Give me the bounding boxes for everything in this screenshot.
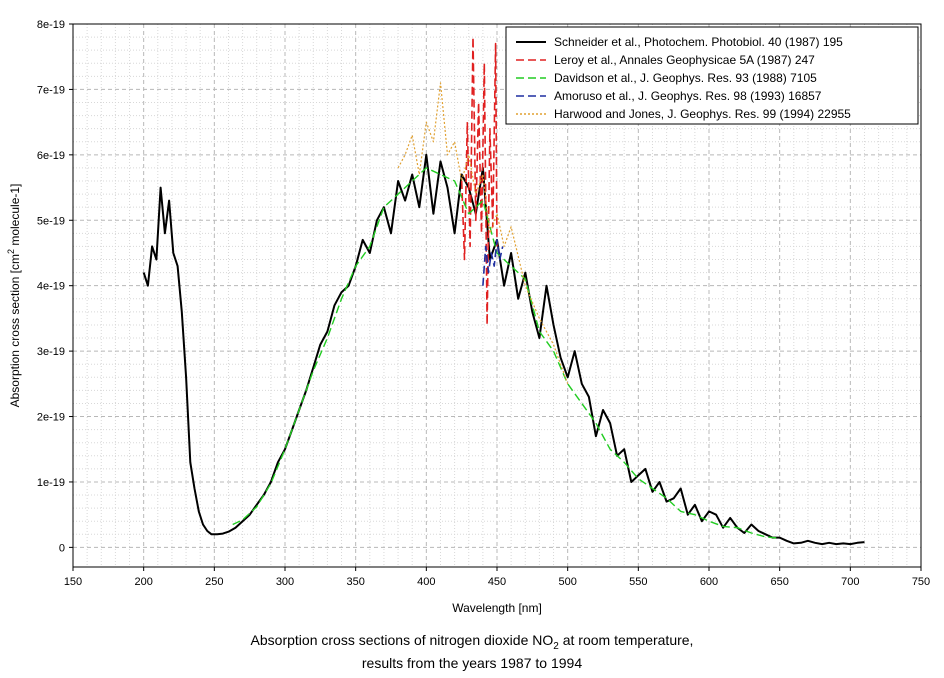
series-line-5 <box>397 82 569 385</box>
legend-label-2: Leroy et al., Annales Geophysicae 5A (19… <box>554 53 815 67</box>
legend-label-3: Davidson et al., J. Geophys. Res. 93 (19… <box>554 71 817 85</box>
x-tick-label: 350 <box>346 576 364 588</box>
x-axis-label: Wavelength [nm] <box>452 601 542 615</box>
caption-line-1-suffix: at room temperature, <box>558 632 694 648</box>
y-tick-label: 0 <box>59 542 65 554</box>
series-line-2 <box>460 36 498 326</box>
series-line-3 <box>232 167 780 539</box>
x-tick-label: 500 <box>558 576 576 588</box>
series-line-4 <box>482 239 504 286</box>
y-tick-label: 7e-19 <box>37 84 65 96</box>
y-axis-label: Absorption cross section [cm2 molecule-1… <box>6 184 22 408</box>
series-layer <box>142 36 865 546</box>
x-tick-label: 400 <box>417 576 435 588</box>
x-tick-label: 200 <box>134 576 152 588</box>
x-tick-label: 550 <box>629 576 647 588</box>
y-tick-label: 3e-19 <box>37 346 65 358</box>
x-tick-label: 150 <box>64 576 82 588</box>
legend: Schneider et al., Photochem. Photobiol. … <box>505 26 919 125</box>
x-tick-label: 650 <box>770 576 788 588</box>
x-tick-label: 300 <box>276 576 294 588</box>
y-tick-label: 8e-19 <box>37 19 65 31</box>
y-tick-label: 2e-19 <box>37 412 65 424</box>
y-tick-label: 6e-19 <box>37 150 65 162</box>
y-axis-label-suffix: molecule-1] <box>8 184 22 249</box>
caption-line-1-prefix: Absorption cross sections of nitrogen di… <box>250 632 554 648</box>
caption-subscript: 2 <box>553 640 559 652</box>
y-tick-label: 1e-19 <box>37 477 65 489</box>
x-tick-label: 450 <box>488 576 506 588</box>
y-axis-ticks: 0 1e-19 2e-19 3e-19 4e-19 5e-19 6e-19 7e-19 8e-1… <box>37 19 73 554</box>
series-line-1 <box>142 153 865 546</box>
legend-label-1: Schneider et al., Photochem. Photobiol. … <box>554 35 843 49</box>
x-tick-label: 250 <box>205 576 223 588</box>
legend-label-5: Harwood and Jones, J. Geophys. Res. 99 (… <box>554 107 851 121</box>
y-axis-label-prefix: Absorption cross section [cm <box>8 254 22 407</box>
x-tick-label: 700 <box>841 576 859 588</box>
legend-label-4: Amoruso et al., J. Geophys. Res. 98 (199… <box>554 89 822 103</box>
legend-box <box>505 26 919 125</box>
x-tick-label: 750 <box>912 576 930 588</box>
y-tick-label: 5e-19 <box>37 215 65 227</box>
y-axis-label-superscript: 2 <box>6 249 16 254</box>
chart-caption-line-2: results from the years 1987 to 1994 <box>361 655 583 671</box>
y-tick-label: 4e-19 <box>37 281 65 293</box>
chart-caption-line-1: Absorption cross sections of nitrogen di… <box>0 632 944 652</box>
x-tick-label: 600 <box>700 576 718 588</box>
x-axis-ticks: 150 200 250 300 350 400 450 500 550 600 650 700 750 <box>64 567 930 588</box>
